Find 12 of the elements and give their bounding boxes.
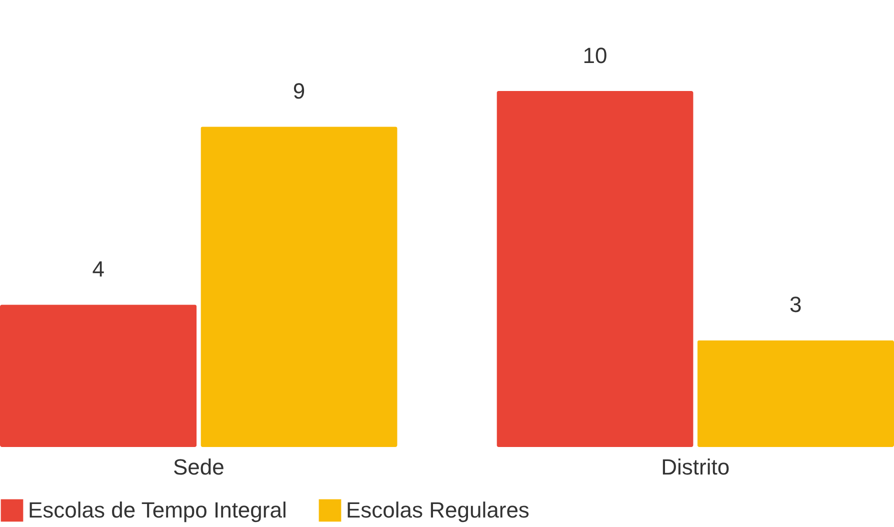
x-tick-label: Sede: [172, 454, 224, 480]
legend-label: Escolas de Tempo Integral: [28, 497, 287, 522]
bar: [697, 340, 894, 447]
x-tick-label: Distrito: [661, 454, 730, 480]
bar: [200, 126, 398, 447]
data-label: 9: [292, 78, 306, 104]
bar: [496, 91, 694, 447]
data-label: 10: [582, 43, 608, 68]
bar: [0, 304, 197, 447]
legend-label: Escolas Regulares: [346, 497, 530, 522]
data-label: 3: [790, 292, 802, 318]
data-label: 4: [92, 256, 104, 282]
